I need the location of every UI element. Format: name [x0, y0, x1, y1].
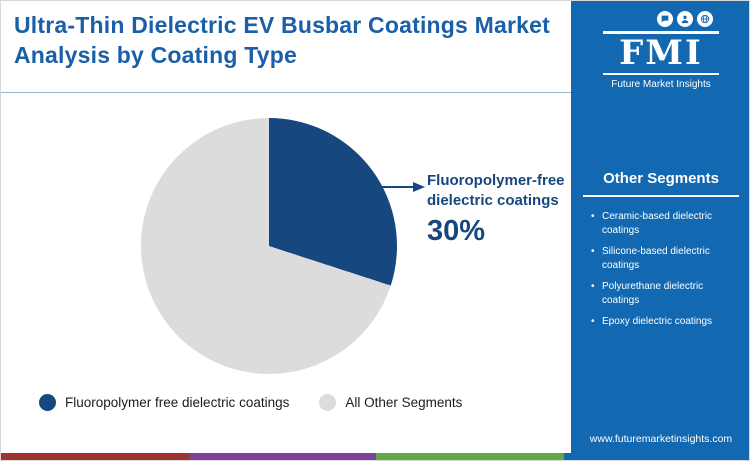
sidebar: FMI Future Market Insights Other Segment…: [571, 1, 749, 453]
chat-icon: [657, 11, 673, 27]
legend-item-other-segments: All Other Segments: [319, 394, 462, 411]
legend-swatch-navy: [39, 394, 56, 411]
list-item-label: Epoxy dielectric coatings: [602, 316, 713, 328]
globe-icon: [697, 11, 713, 27]
stripe-segment-purple: [188, 453, 376, 460]
legend-item-fluoropolymer: Fluoropolymer free dielectric coatings: [39, 394, 289, 411]
chart-panel: Ultra-Thin Dielectric EV Busbar Coatings…: [1, 1, 571, 453]
legend-label: All Other Segments: [345, 395, 463, 410]
stripe-segment-red: [1, 453, 189, 460]
list-item: Epoxy dielectric coatings: [591, 315, 739, 329]
logo-icons: [603, 11, 713, 27]
list-item-label: Silicone-based dielectric coatings: [602, 246, 710, 271]
title-divider: [1, 92, 571, 93]
list-item: Silicone-based dielectric coatings: [591, 245, 739, 272]
pie-chart: [141, 118, 397, 374]
legend-label: Fluoropolymer free dielectric coatings: [65, 395, 290, 410]
list-item: Polyurethane dielectric coatings: [591, 280, 739, 307]
website-link[interactable]: www.futuremarketinsights.com: [589, 433, 733, 445]
logo-name: Future Market Insights: [611, 79, 711, 91]
page-title: Ultra-Thin Dielectric EV Busbar Coatings…: [14, 12, 550, 68]
other-segments-list: Ceramic-based dielectric coatings Silico…: [583, 210, 739, 329]
other-segments-title: Other Segments: [583, 170, 739, 198]
stripe-segment-green: [376, 453, 564, 460]
fmi-logo: FMI Future Market Insights: [603, 11, 719, 90]
pie-annotation: Fluoropolymer-free dielectric coatings 3…: [427, 171, 565, 248]
annotation-label: Fluoropolymer-free dielectric coatings: [427, 172, 565, 210]
logo-brand: FMI: [603, 31, 719, 76]
list-item-label: Polyurethane dielectric coatings: [602, 281, 704, 306]
other-segments-section: Other Segments Ceramic-based dielectric …: [571, 170, 749, 337]
annotation-arrow-icon: [353, 182, 425, 192]
footer-stripe: [1, 453, 749, 460]
stripe-segment-blue: [563, 453, 749, 460]
legend: Fluoropolymer free dielectric coatings A…: [39, 394, 462, 411]
list-item: Ceramic-based dielectric coatings: [591, 210, 739, 237]
list-item-label: Ceramic-based dielectric coatings: [602, 211, 713, 236]
person-icon: [677, 11, 693, 27]
annotation-value: 30%: [427, 214, 486, 247]
legend-swatch-gray: [319, 394, 337, 411]
